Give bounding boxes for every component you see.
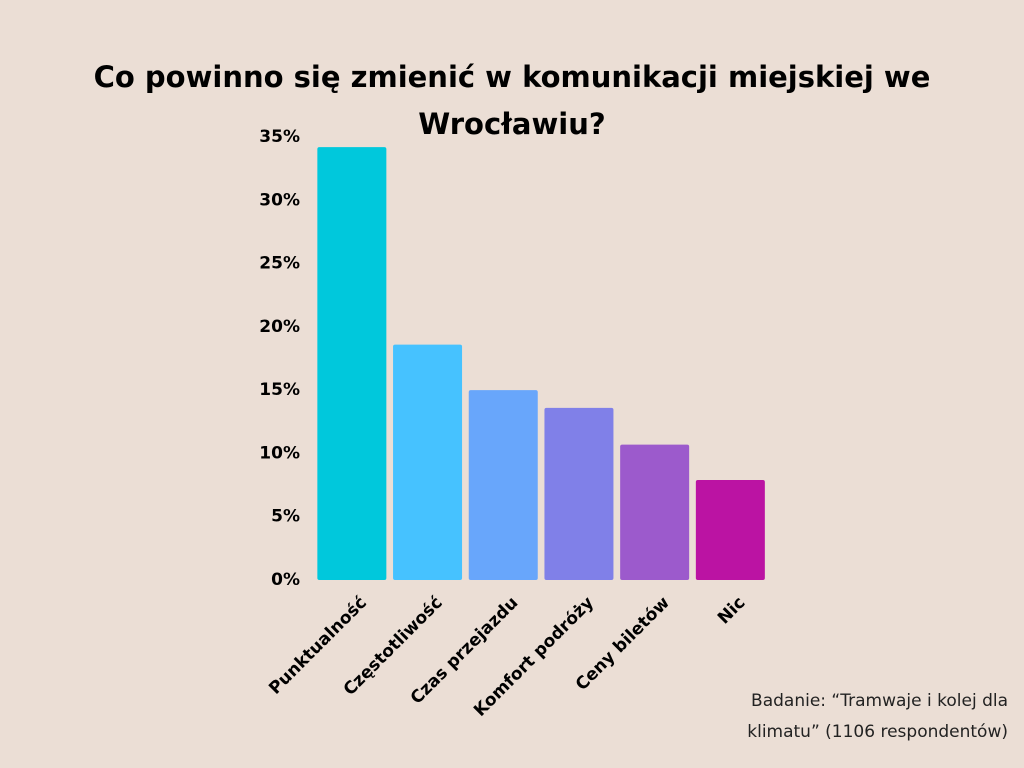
y-tick-label: 10% (259, 443, 300, 463)
y-tick-label: 5% (271, 507, 300, 527)
bar (468, 390, 538, 580)
y-tick-label: 15% (259, 380, 300, 400)
chart-title: Co powinno się zmienić w komunikacji mie… (93, 60, 931, 141)
bar (393, 344, 463, 580)
y-tick-label: 30% (259, 190, 300, 210)
bar (317, 147, 387, 580)
y-tick-label: 35% (259, 127, 300, 147)
y-tick-label: 0% (271, 570, 300, 590)
bar (544, 407, 614, 580)
y-tick-label: 20% (259, 317, 300, 337)
bar (695, 480, 765, 580)
y-tick-label: 25% (259, 254, 300, 274)
x-tick-label: Nic (714, 593, 749, 628)
bar (620, 444, 690, 580)
source-note: Badanie: “Tramwaje i kolej dla klimatu” … (747, 691, 1008, 742)
